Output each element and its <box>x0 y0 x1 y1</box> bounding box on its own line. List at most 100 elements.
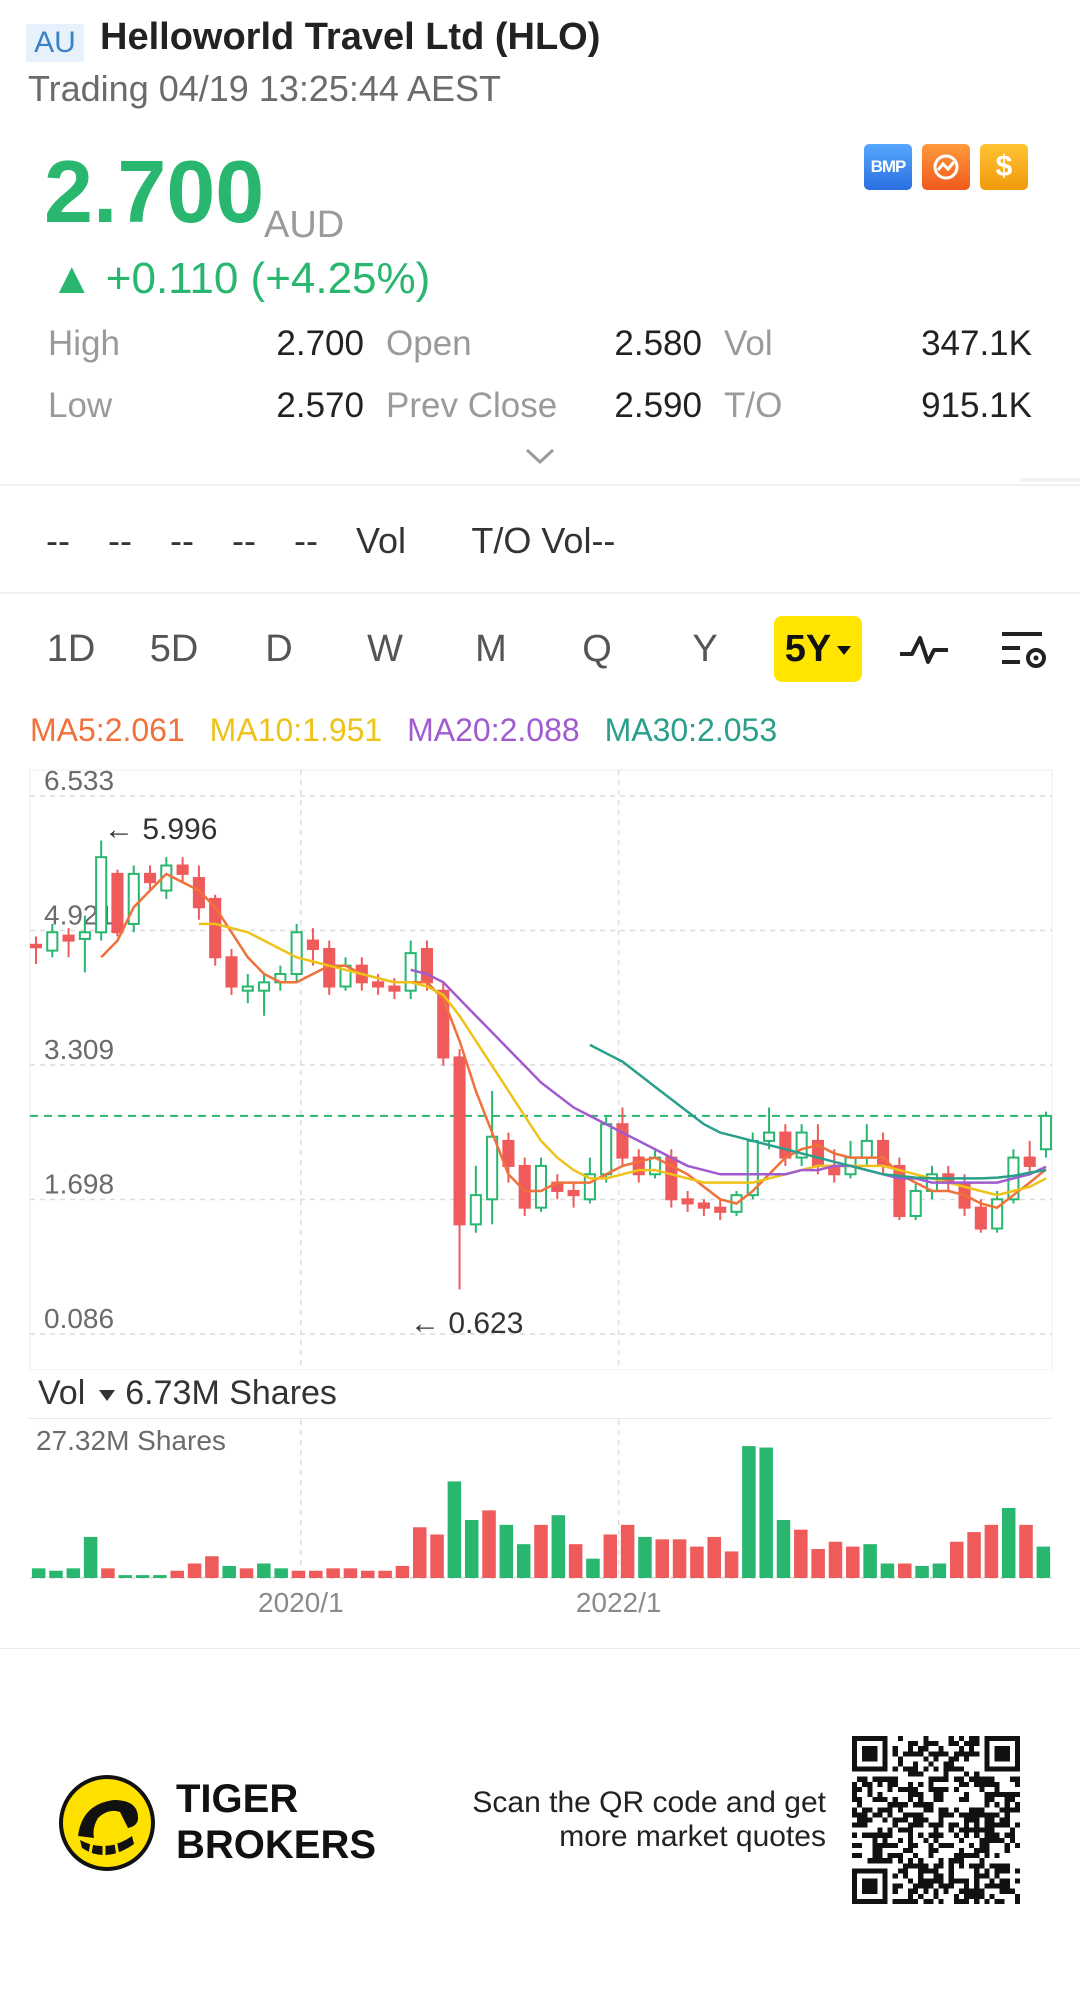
qr-module <box>979 1888 985 1894</box>
qr-module <box>877 1776 883 1782</box>
qr-module <box>999 1817 1005 1823</box>
qr-module <box>943 1786 949 1792</box>
qr-module <box>923 1863 929 1869</box>
stat-label-low: Low <box>48 386 113 425</box>
qr-module <box>979 1781 985 1787</box>
qr-module <box>938 1898 944 1904</box>
qr-module <box>857 1822 863 1828</box>
volume-bar <box>153 1575 167 1578</box>
tab-5y[interactable]: 5Y <box>774 616 862 682</box>
stat-value-high: 2.700 <box>276 324 364 363</box>
qr-code-icon[interactable] <box>852 1736 1020 1904</box>
qr-module <box>953 1776 959 1782</box>
volume-bar <box>170 1570 184 1578</box>
qr-module <box>913 1751 919 1757</box>
qr-module <box>958 1863 964 1869</box>
qr-module <box>928 1848 934 1854</box>
trading-status: Trading 04/19 13:25:44 AEST <box>28 68 501 109</box>
qr-module <box>938 1878 944 1884</box>
qr-module <box>953 1898 959 1904</box>
qr-module <box>948 1822 954 1828</box>
qr-module <box>933 1873 939 1879</box>
qr-module <box>984 1842 990 1848</box>
x-tick-label: 2020/1 <box>258 1587 344 1618</box>
volume-bar <box>361 1570 375 1578</box>
qr-module <box>908 1858 914 1864</box>
qr-module <box>964 1741 970 1747</box>
tab-d[interactable]: D <box>265 628 293 670</box>
qr-module <box>897 1761 903 1767</box>
tab-y[interactable]: Y <box>692 628 718 670</box>
qr-module <box>989 1837 995 1843</box>
qr-module <box>974 1893 980 1899</box>
section-divider <box>0 484 1080 486</box>
chart-settings-icon[interactable] <box>998 624 1050 676</box>
qr-module <box>918 1781 924 1787</box>
qr-module <box>943 1761 949 1767</box>
qr-module <box>994 1822 1000 1828</box>
qr-module <box>958 1837 964 1843</box>
candle-body <box>583 1173 596 1201</box>
stat-value-low: 2.570 <box>276 386 364 425</box>
qr-module <box>943 1771 949 1777</box>
placeholder-dash: -- <box>108 520 132 561</box>
placeholder-dash: -- <box>46 520 70 561</box>
qr-module <box>857 1786 863 1792</box>
qr-module <box>953 1756 959 1762</box>
qr-module <box>877 1792 883 1798</box>
qr-module <box>867 1832 873 1838</box>
qr-module <box>964 1893 970 1899</box>
stat-label-vol: Vol <box>724 324 773 363</box>
candle-body <box>241 985 254 992</box>
qr-module <box>862 1832 868 1838</box>
tab-m[interactable]: M <box>475 628 507 670</box>
volume-max-label: 27.32M Shares <box>36 1425 226 1456</box>
qr-module <box>969 1842 975 1848</box>
qr-module <box>882 1858 888 1864</box>
qr-module <box>928 1802 934 1808</box>
bmp-badge-icon[interactable]: BMP <box>864 144 912 190</box>
dollar-badge-icon[interactable]: $ <box>980 144 1028 190</box>
stat-value-prev-close: 2.590 <box>614 386 702 425</box>
qr-module <box>908 1786 914 1792</box>
high-annotation: ← 5.996 <box>104 813 217 846</box>
price-chart-annotations: ← 5.996 ← 0.623 <box>104 813 523 1340</box>
qr-module <box>999 1888 1005 1894</box>
ma5-line <box>100 872 1047 1210</box>
qr-module <box>1004 1807 1010 1813</box>
qr-module <box>984 1853 990 1859</box>
tab-q[interactable]: Q <box>582 628 612 670</box>
qr-module <box>923 1741 929 1747</box>
chevron-down-icon[interactable] <box>524 446 556 466</box>
qr-module <box>953 1853 959 1859</box>
qr-module <box>892 1776 898 1782</box>
qr-module <box>877 1848 883 1854</box>
qr-module <box>938 1822 944 1828</box>
qr-module <box>958 1888 964 1894</box>
tab-w[interactable]: W <box>367 628 403 670</box>
qr-module <box>913 1842 919 1848</box>
qr-module <box>872 1858 878 1864</box>
stat-value-open: 2.580 <box>614 324 702 363</box>
qr-module <box>908 1781 914 1787</box>
candle-body <box>372 981 385 988</box>
volume-chart[interactable]: 27.32M Shares 2020/1 2022/1 <box>0 1420 1080 1620</box>
qr-module <box>1004 1883 1010 1889</box>
volume-header[interactable]: Vol 6.73M Shares <box>38 1374 337 1413</box>
tab-5d[interactable]: 5D <box>149 628 199 670</box>
indicator-icon[interactable] <box>898 624 950 676</box>
qr-module <box>943 1776 949 1782</box>
tab-1d[interactable]: 1D <box>46 628 96 670</box>
qr-module <box>892 1766 898 1772</box>
qr-module <box>857 1812 863 1818</box>
qr-module <box>979 1858 985 1864</box>
qr-module <box>979 1786 985 1792</box>
ma-legend: MA5:2.061 MA10:1.951 MA20:2.088 MA30:2.0… <box>30 712 793 749</box>
qr-module <box>948 1878 954 1884</box>
trend-badge-icon[interactable] <box>922 144 970 190</box>
qr-module <box>933 1741 939 1747</box>
qr-module <box>852 1807 858 1813</box>
stat-label-turnover: T/O <box>724 386 783 425</box>
qr-module <box>943 1807 949 1813</box>
